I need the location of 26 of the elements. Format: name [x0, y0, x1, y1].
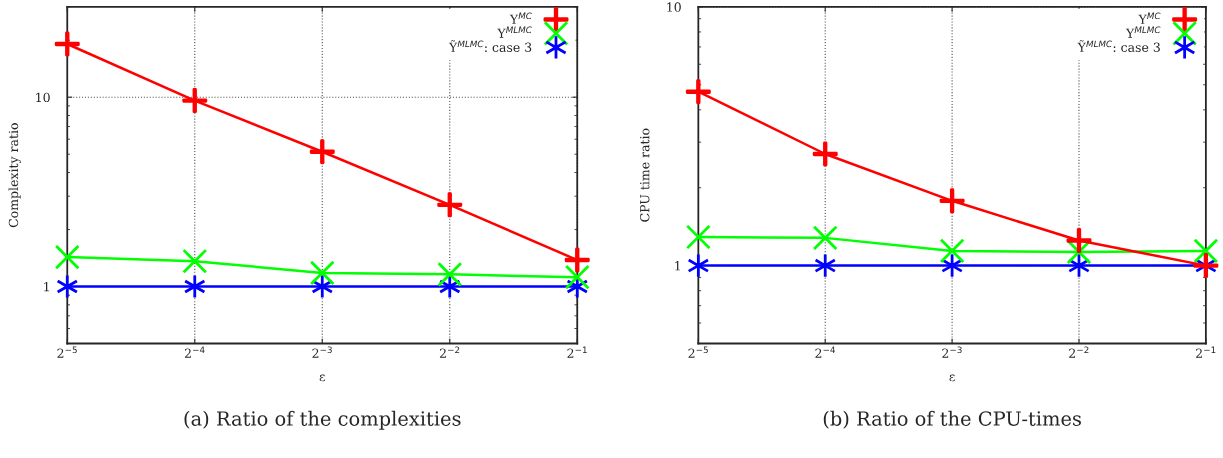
y-tick-label: 10	[667, 2, 681, 12]
text: (b) Ratio of the CPU-times	[823, 410, 1081, 429]
legend-label: Ỹ$^{MLMC}$: case 3	[1077, 40, 1160, 52]
text: (a) Ratio of the complexities	[184, 410, 461, 430]
y-axis-title: CPU time ratio	[639, 128, 650, 222]
x-tick-label: 2$^{−2}$	[1069, 346, 1089, 358]
x-tick-label: 2$^{−2}$	[439, 346, 460, 358]
y-tick-label: 1	[675, 261, 680, 271]
x-tick-label: 2$^{−1}$	[1196, 346, 1216, 358]
y-tick-label: 1	[44, 281, 49, 292]
x-tick-label: 2$^{−5}$	[688, 346, 708, 358]
x-axis-title: ε	[949, 374, 955, 382]
x-tick-label: 2$^{−5}$	[57, 346, 77, 358]
legend-label: Y$^{MC}$	[509, 12, 532, 24]
x-tick-label: 2$^{−3}$	[942, 346, 962, 358]
x-axis-title: ε	[319, 374, 325, 382]
legend-label: Ỹ$^{MLMC}$: case 3	[448, 40, 532, 52]
x-tick-label: 2$^{−4}$	[815, 346, 836, 358]
x-tick-label: 2$^{−3}$	[312, 346, 332, 358]
legend-label: Y$^{MC}$	[1138, 12, 1161, 24]
y-tick-label: 10	[36, 92, 50, 103]
legend-label: Y$^{MLMC}$	[1125, 26, 1161, 38]
x-tick-label: 2$^{−4}$	[184, 346, 205, 358]
y-axis-title: Complexity ratio	[8, 123, 21, 228]
legend-label: Y$^{MLMC}$	[497, 26, 532, 38]
x-tick-label: 2$^{−1}$	[567, 346, 587, 358]
